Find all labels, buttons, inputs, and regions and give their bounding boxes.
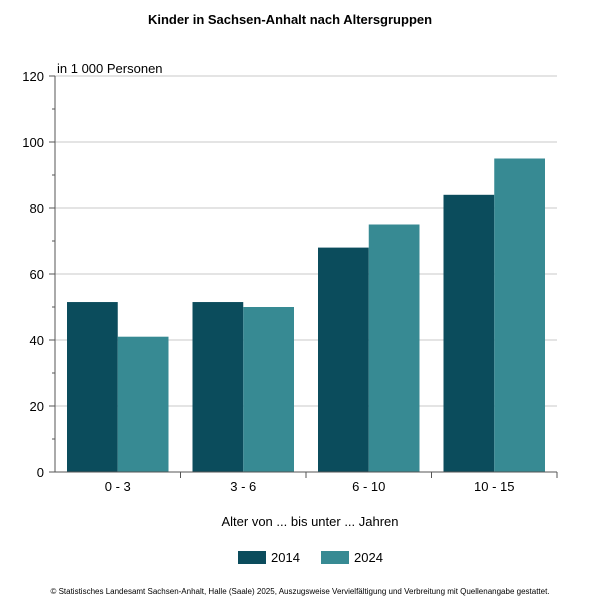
x-tick-label: 6 - 10: [352, 479, 385, 494]
bar-2024-3: [494, 158, 545, 472]
bar-2014-3: [443, 194, 495, 473]
y-tick-label: 100: [22, 135, 44, 150]
legend-label-2014: 2014: [271, 550, 300, 565]
y-tick-label: 80: [30, 201, 44, 216]
bar-2024-0: [117, 336, 169, 472]
x-axis-label: Alter von ... bis unter ... Jahren: [221, 514, 398, 529]
legend-label-2024: 2024: [354, 550, 383, 565]
x-tick-label: 10 - 15: [474, 479, 514, 494]
y-tick-labels: 0 20 40 60 80 100 120: [22, 69, 44, 480]
unit-label: in 1 000 Personen: [57, 61, 163, 76]
chart-title: Kinder in Sachsen-Anhalt nach Altersgrup…: [148, 12, 432, 27]
y-tick-label: 20: [30, 399, 44, 414]
legend-swatch-2014: [238, 551, 266, 564]
legend-swatch-2024: [321, 551, 349, 564]
bar-2024-1: [243, 307, 294, 472]
bars: [67, 158, 545, 473]
x-tick-label: 0 - 3: [105, 479, 131, 494]
y-tick-label: 0: [37, 465, 44, 480]
x-tick-label: 3 - 6: [230, 479, 256, 494]
axes: [49, 75, 558, 478]
bar-2014-2: [318, 247, 369, 472]
legend: 2014 2024: [238, 550, 383, 565]
bar-2014-1: [192, 302, 244, 472]
y-tick-label: 40: [30, 333, 44, 348]
x-tick-labels: 0 - 3 3 - 6 6 - 10 10 - 15: [105, 479, 515, 494]
y-tick-label: 120: [22, 69, 44, 84]
y-tick-label: 60: [30, 267, 44, 282]
bar-2024-2: [368, 224, 420, 472]
bar-2014-0: [67, 302, 118, 472]
footer-copyright: © Statistisches Landesamt Sachsen-Anhalt…: [50, 587, 549, 596]
